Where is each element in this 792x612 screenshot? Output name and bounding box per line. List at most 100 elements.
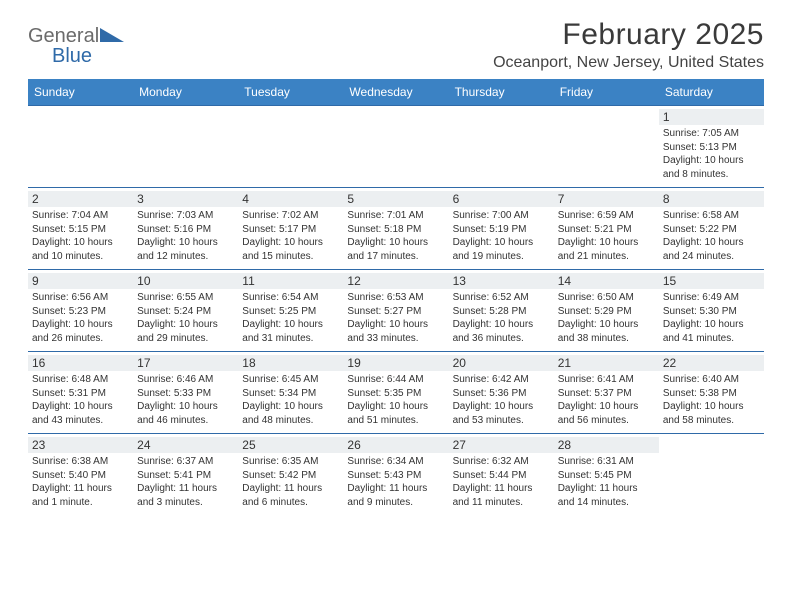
day-number: 24 xyxy=(133,437,238,453)
day-cell: 21Sunrise: 6:41 AMSunset: 5:37 PMDayligh… xyxy=(554,352,659,433)
sunrise-text: Sunrise: 6:56 AM xyxy=(32,291,129,305)
day-cell: 4Sunrise: 7:02 AMSunset: 5:17 PMDaylight… xyxy=(238,188,343,269)
daylight-text: Daylight: 10 hours and 36 minutes. xyxy=(453,318,550,345)
sunset-text: Sunset: 5:23 PM xyxy=(32,305,129,319)
day-number: 28 xyxy=(554,437,659,453)
week-row: 2Sunrise: 7:04 AMSunset: 5:15 PMDaylight… xyxy=(28,187,764,269)
location-subtitle: Oceanport, New Jersey, United States xyxy=(493,54,764,72)
sunset-text: Sunset: 5:15 PM xyxy=(32,223,129,237)
logo-text-blue: Blue xyxy=(52,45,92,67)
daylight-text: Daylight: 10 hours and 41 minutes. xyxy=(663,318,760,345)
day-cell: 13Sunrise: 6:52 AMSunset: 5:28 PMDayligh… xyxy=(449,270,554,351)
day-header: Monday xyxy=(133,79,238,105)
sunrise-text: Sunrise: 7:04 AM xyxy=(32,209,129,223)
day-number: 8 xyxy=(659,191,764,207)
daylight-text: Daylight: 10 hours and 58 minutes. xyxy=(663,400,760,427)
sunrise-text: Sunrise: 6:45 AM xyxy=(242,373,339,387)
month-title: February 2025 xyxy=(493,18,764,52)
sunset-text: Sunset: 5:31 PM xyxy=(32,387,129,401)
logo-icon: General Blue xyxy=(28,24,138,68)
sunrise-text: Sunrise: 6:46 AM xyxy=(137,373,234,387)
sunrise-text: Sunrise: 6:44 AM xyxy=(347,373,444,387)
day-cell: 17 Sunrise: 6:46 AMSunset: 5:33 PMDayligh… xyxy=(133,352,238,433)
daylight-text: Daylight: 10 hours and 46 minutes. xyxy=(137,400,234,427)
empty-cell xyxy=(238,106,343,187)
sunset-text: Sunset: 5:33 PM xyxy=(137,387,234,401)
day-number: 26 xyxy=(343,437,448,453)
day-number: 17 xyxy=(133,355,238,371)
day-cell: 19Sunrise: 6:44 AMSunset: 5:35 PMDayligh… xyxy=(343,352,448,433)
daylight-text: Daylight: 10 hours and 29 minutes. xyxy=(137,318,234,345)
day-cell: 3Sunrise: 7:03 AMSunset: 5:16 PMDaylight… xyxy=(133,188,238,269)
day-header: Tuesday xyxy=(238,79,343,105)
day-number: 20 xyxy=(449,355,554,371)
sunrise-text: Sunrise: 7:03 AM xyxy=(137,209,234,223)
sunset-text: Sunset: 5:43 PM xyxy=(347,469,444,483)
day-cell: 6Sunrise: 7:00 AMSunset: 5:19 PMDaylight… xyxy=(449,188,554,269)
week-row: 16Sunrise: 6:48 AMSunset: 5:31 PMDayligh… xyxy=(28,351,764,433)
sunset-text: Sunset: 5:13 PM xyxy=(663,141,760,155)
daylight-text: Daylight: 11 hours and 6 minutes. xyxy=(242,482,339,509)
day-cell: 18Sunrise: 6:45 AMSunset: 5:34 PMDayligh… xyxy=(238,352,343,433)
day-number: 14 xyxy=(554,273,659,289)
daylight-text: Daylight: 11 hours and 9 minutes. xyxy=(347,482,444,509)
day-number: 25 xyxy=(238,437,343,453)
day-number: 16 xyxy=(28,355,133,371)
day-cell: 27Sunrise: 6:32 AMSunset: 5:44 PMDayligh… xyxy=(449,434,554,515)
day-number: 10 xyxy=(133,273,238,289)
sunrise-text: Sunrise: 6:38 AM xyxy=(32,455,129,469)
day-cell: 9 Sunrise: 6:56 AMSunset: 5:23 PMDaylight… xyxy=(28,270,133,351)
day-cell: 11Sunrise: 6:54 AMSunset: 5:25 PMDayligh… xyxy=(238,270,343,351)
sunrise-text: Sunrise: 6:40 AM xyxy=(663,373,760,387)
sunrise-text: Sunrise: 6:58 AM xyxy=(663,209,760,223)
day-number: 23 xyxy=(28,437,133,453)
day-cell: 24Sunrise: 6:37 AMSunset: 5:41 PMDayligh… xyxy=(133,434,238,515)
sunrise-text: Sunrise: 6:49 AM xyxy=(663,291,760,305)
day-number: 15 xyxy=(659,273,764,289)
sunset-text: Sunset: 5:37 PM xyxy=(558,387,655,401)
sunrise-text: Sunrise: 6:37 AM xyxy=(137,455,234,469)
daylight-text: Daylight: 10 hours and 24 minutes. xyxy=(663,236,760,263)
sunset-text: Sunset: 5:18 PM xyxy=(347,223,444,237)
empty-cell xyxy=(343,106,448,187)
empty-cell xyxy=(133,106,238,187)
daylight-text: Daylight: 10 hours and 12 minutes. xyxy=(137,236,234,263)
daylight-text: Daylight: 11 hours and 1 minute. xyxy=(32,482,129,509)
sunrise-text: Sunrise: 6:42 AM xyxy=(453,373,550,387)
day-number: 3 xyxy=(133,191,238,207)
day-number: 5 xyxy=(343,191,448,207)
daylight-text: Daylight: 10 hours and 15 minutes. xyxy=(242,236,339,263)
sunset-text: Sunset: 5:19 PM xyxy=(453,223,550,237)
sunrise-text: Sunrise: 6:53 AM xyxy=(347,291,444,305)
title-block: February 2025 Oceanport, New Jersey, Uni… xyxy=(493,18,764,72)
week-row: 1Sunrise: 7:05 AMSunset: 5:13 PMDaylight… xyxy=(28,105,764,187)
sunrise-text: Sunrise: 6:35 AM xyxy=(242,455,339,469)
day-cell: 8Sunrise: 6:58 AMSunset: 5:22 PMDaylight… xyxy=(659,188,764,269)
sunset-text: Sunset: 5:41 PM xyxy=(137,469,234,483)
sunset-text: Sunset: 5:25 PM xyxy=(242,305,339,319)
sunset-text: Sunset: 5:24 PM xyxy=(137,305,234,319)
day-number: 2 xyxy=(28,191,133,207)
day-number: 9 xyxy=(28,273,133,289)
day-number: 1 xyxy=(659,109,764,125)
day-cell: 10Sunrise: 6:55 AMSunset: 5:24 PMDayligh… xyxy=(133,270,238,351)
sunset-text: Sunset: 5:21 PM xyxy=(558,223,655,237)
empty-cell xyxy=(554,106,659,187)
day-header: Thursday xyxy=(449,79,554,105)
sunrise-text: Sunrise: 6:54 AM xyxy=(242,291,339,305)
logo-text-general: General xyxy=(28,25,99,47)
day-cell: 28Sunrise: 6:31 AMSunset: 5:45 PMDayligh… xyxy=(554,434,659,515)
daylight-text: Daylight: 10 hours and 17 minutes. xyxy=(347,236,444,263)
page-header: General Blue February 2025 Oceanport, Ne… xyxy=(28,18,764,73)
daylight-text: Daylight: 10 hours and 10 minutes. xyxy=(32,236,129,263)
calendar-grid: SundayMondayTuesdayWednesdayThursdayFrid… xyxy=(28,79,764,515)
daylight-text: Daylight: 11 hours and 11 minutes. xyxy=(453,482,550,509)
day-cell: 20Sunrise: 6:42 AMSunset: 5:36 PMDayligh… xyxy=(449,352,554,433)
daylight-text: Daylight: 10 hours and 26 minutes. xyxy=(32,318,129,345)
day-number: 21 xyxy=(554,355,659,371)
sunrise-text: Sunrise: 7:01 AM xyxy=(347,209,444,223)
day-cell: 25 Sunrise: 6:35 AMSunset: 5:42 PMDayligh… xyxy=(238,434,343,515)
calendar-page: General Blue February 2025 Oceanport, Ne… xyxy=(0,0,792,527)
sunset-text: Sunset: 5:42 PM xyxy=(242,469,339,483)
daylight-text: Daylight: 10 hours and 21 minutes. xyxy=(558,236,655,263)
